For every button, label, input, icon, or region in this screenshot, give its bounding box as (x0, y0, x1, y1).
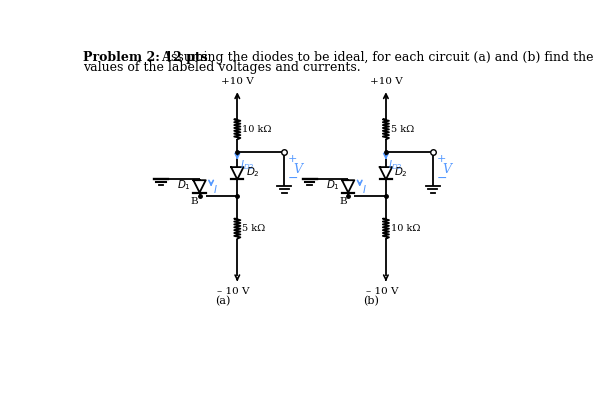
Text: – 10 V: – 10 V (217, 287, 250, 296)
Text: +10 V: +10 V (370, 77, 402, 86)
Text: −: − (437, 172, 447, 185)
Text: values of the labeled voltages and currents.: values of the labeled voltages and curre… (83, 61, 361, 74)
Text: B: B (191, 197, 198, 206)
Text: Problem 2: 12 pts: Problem 2: 12 pts (83, 51, 208, 64)
Text: 10 kΩ: 10 kΩ (390, 224, 420, 233)
Text: $I$: $I$ (213, 183, 218, 195)
Text: $I$: $I$ (362, 183, 367, 195)
Text: V: V (442, 163, 451, 176)
Text: $D_2$: $D_2$ (246, 165, 260, 179)
Text: +10 V: +10 V (221, 77, 254, 86)
Text: (b): (b) (364, 296, 379, 306)
Text: +: + (437, 154, 446, 164)
Text: $I_{D2}$: $I_{D2}$ (388, 159, 403, 172)
Text: $D_1$: $D_1$ (326, 178, 340, 192)
Text: Assuming the diodes to be ideal, for each circuit (a) and (b) find the: Assuming the diodes to be ideal, for eac… (158, 51, 593, 64)
Text: – 10 V: – 10 V (366, 287, 398, 296)
Text: −: − (288, 172, 299, 185)
Text: $I_{D2}$: $I_{D2}$ (240, 159, 254, 172)
Text: 5 kΩ: 5 kΩ (390, 125, 414, 134)
Text: 10 kΩ: 10 kΩ (242, 125, 271, 134)
Text: (a): (a) (215, 296, 230, 306)
Text: $D_2$: $D_2$ (394, 165, 408, 179)
Text: 5 kΩ: 5 kΩ (242, 224, 265, 233)
Text: $D_1$: $D_1$ (177, 178, 191, 192)
Text: +: + (288, 154, 298, 164)
Text: B: B (339, 197, 346, 206)
Text: V: V (293, 163, 302, 176)
